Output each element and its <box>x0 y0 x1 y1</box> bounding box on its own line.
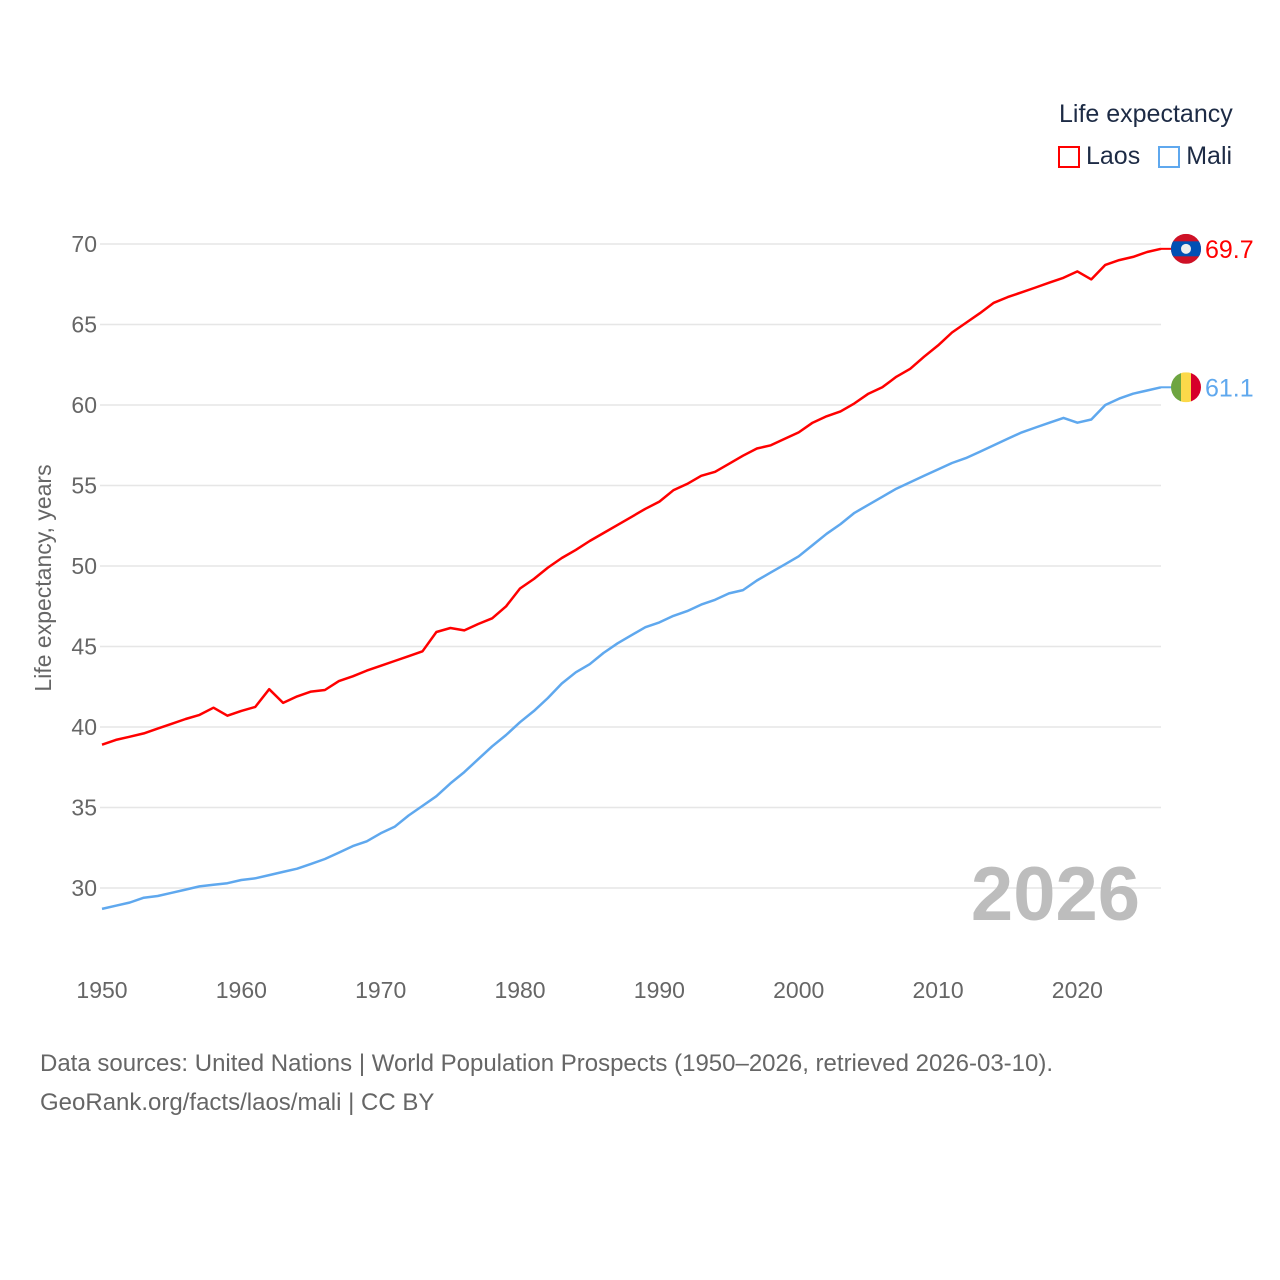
flag-mali-icon <box>1171 372 1201 403</box>
flag-laos-icon <box>1171 233 1201 264</box>
x-tick-label: 1980 <box>494 977 545 1003</box>
legend-label-mali: Mali <box>1186 142 1233 170</box>
y-tick-label: 65 <box>71 312 97 338</box>
x-tick-label: 1960 <box>216 977 267 1003</box>
series-line-laos <box>101 247 1162 746</box>
legend-label-laos: Laos <box>1086 142 1141 170</box>
y-tick-label: 50 <box>71 553 97 579</box>
credit-link[interactable]: GeoRank.org/facts/laos/mali | CC BY <box>40 1089 435 1116</box>
footer: Data sources: United Nations | World Pop… <box>40 1044 1053 1122</box>
legend-title: Life expectancy <box>1059 100 1233 128</box>
y-tick-label: 45 <box>71 634 97 660</box>
y-tick-label: 60 <box>71 392 97 418</box>
y-tick-label: 30 <box>71 875 97 901</box>
y-axis-label: Life expectancy, years <box>30 464 56 691</box>
y-tick-label: 70 <box>71 231 97 257</box>
series-line-mali <box>101 386 1162 911</box>
legend-item-laos[interactable]: Laos <box>1058 142 1140 171</box>
legend: Laos Mali <box>1058 142 1232 171</box>
x-tick-label: 2010 <box>912 977 963 1003</box>
y-tick-label: 40 <box>71 714 97 740</box>
legend-swatch-laos <box>1058 145 1080 168</box>
data-sources: Data sources: United Nations | World Pop… <box>40 1050 1054 1077</box>
y-tick-label: 35 <box>71 795 97 821</box>
x-tick-label: 2000 <box>773 977 824 1003</box>
year-watermark: 2026 <box>971 852 1140 937</box>
legend-swatch-mali <box>1158 145 1181 168</box>
end-value-label-laos: 69.7 <box>1205 236 1254 264</box>
y-tick-label: 55 <box>71 473 97 499</box>
x-tick-label: 1990 <box>634 977 685 1003</box>
x-tick-label: 1950 <box>76 977 127 1003</box>
legend-item-mali[interactable]: Mali <box>1158 142 1232 171</box>
x-tick-label: 1970 <box>355 977 406 1003</box>
x-tick-label: 2020 <box>1052 977 1103 1003</box>
end-value-label-mali: 61.1 <box>1205 374 1254 402</box>
